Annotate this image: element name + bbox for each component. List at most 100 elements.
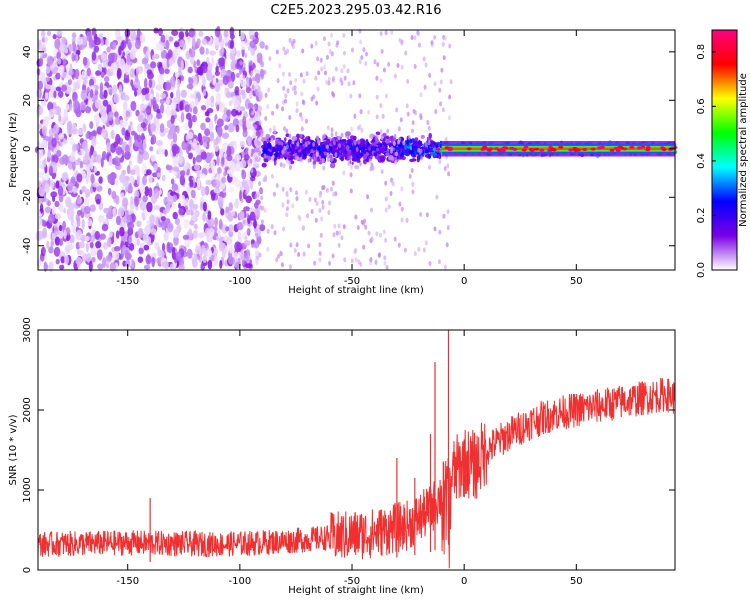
heat-cell [368, 158, 372, 164]
heat-cell [448, 94, 452, 100]
heat-cell [275, 104, 279, 110]
heat-cell [144, 93, 151, 101]
heat-cell [300, 116, 304, 122]
heat-cell [230, 47, 236, 55]
heat-cell [37, 68, 41, 76]
heat-cell [234, 140, 238, 150]
heat-cell [443, 264, 447, 270]
heat-cell [165, 39, 170, 51]
heat-cell [87, 168, 91, 179]
heat-cell [151, 134, 157, 145]
heat-cell [615, 148, 621, 152]
heat-cell [386, 128, 390, 134]
heat-cell [153, 27, 159, 34]
heat-cell [151, 252, 157, 258]
heat-cell [340, 68, 344, 74]
heat-cell [308, 196, 312, 202]
heat-cell [257, 73, 261, 79]
heat-cell [254, 249, 259, 257]
heat-cell [64, 255, 70, 265]
heat-cell [245, 195, 252, 204]
heat-cell [136, 239, 140, 246]
heat-cell [275, 183, 279, 188]
heat-cell [87, 219, 93, 227]
heat-cell [54, 38, 61, 50]
heat-cell [291, 145, 295, 152]
heat-cell [645, 148, 651, 152]
heat-cell [270, 138, 274, 144]
heat-cell [253, 241, 260, 249]
heat-cell [79, 160, 84, 169]
heat-cell [190, 214, 197, 222]
heat-cell [176, 125, 180, 134]
heat-cell [248, 146, 252, 156]
heat-cell [174, 72, 180, 78]
heat-cell [231, 211, 236, 217]
heat-cell [185, 197, 189, 206]
heat-cell [364, 224, 368, 230]
heat-cell [186, 35, 191, 45]
heat-cell [331, 91, 335, 96]
heat-cell [118, 58, 126, 70]
heat-cell [193, 223, 198, 230]
heat-cell [200, 122, 206, 131]
heat-cell [109, 89, 113, 96]
heat-cell [282, 71, 285, 77]
heat-cell [466, 147, 472, 151]
heat-cell [48, 246, 54, 254]
heat-cell [286, 48, 290, 54]
heat-cell [43, 263, 49, 270]
heat-cell [416, 31, 420, 37]
heat-cell [392, 141, 396, 146]
heat-cell [265, 45, 269, 51]
heat-cell [189, 93, 195, 99]
heat-cell [180, 89, 187, 98]
heat-cell [279, 250, 283, 256]
heat-cell [413, 64, 417, 69]
heat-cell [413, 35, 417, 41]
heat-cell [318, 257, 322, 263]
heat-cell [141, 57, 149, 65]
heat-cell [43, 157, 47, 168]
heat-cell [253, 202, 259, 209]
heat-cell [87, 99, 93, 107]
heat-cell [302, 225, 306, 231]
heat-cell [364, 153, 368, 158]
y-tick-label: -20 [22, 189, 33, 205]
heat-cell [241, 170, 247, 180]
heat-cell [59, 204, 64, 213]
heat-cell [375, 148, 380, 152]
heat-cell [135, 109, 140, 117]
heat-cell [280, 262, 284, 268]
heat-cell [241, 259, 245, 265]
heat-cell [404, 50, 408, 56]
heat-cell [186, 248, 193, 259]
heat-cell [258, 151, 262, 156]
heat-cell [439, 101, 443, 107]
heat-cell [55, 247, 60, 256]
heat-cell [189, 100, 195, 109]
heat-cell [328, 200, 332, 206]
heat-cell [46, 55, 54, 66]
heat-cell [306, 213, 310, 219]
heat-cell [302, 251, 306, 257]
heat-cell [115, 230, 120, 239]
heat-cell [260, 219, 264, 225]
heat-cell [220, 208, 225, 216]
heat-cell [170, 92, 174, 99]
heat-cell [363, 158, 367, 165]
heat-cell [266, 228, 270, 234]
heat-cell [301, 48, 305, 54]
heat-cell [411, 189, 415, 195]
heat-cell [438, 87, 442, 93]
heat-cell [146, 201, 153, 213]
heat-cell [196, 38, 201, 46]
heat-cell [384, 237, 388, 243]
heat-cell [332, 140, 336, 146]
heat-cell [267, 142, 272, 149]
heat-cell [431, 152, 437, 156]
heat-cell [148, 78, 153, 89]
heat-cell [65, 103, 70, 110]
heat-cell [446, 163, 450, 169]
